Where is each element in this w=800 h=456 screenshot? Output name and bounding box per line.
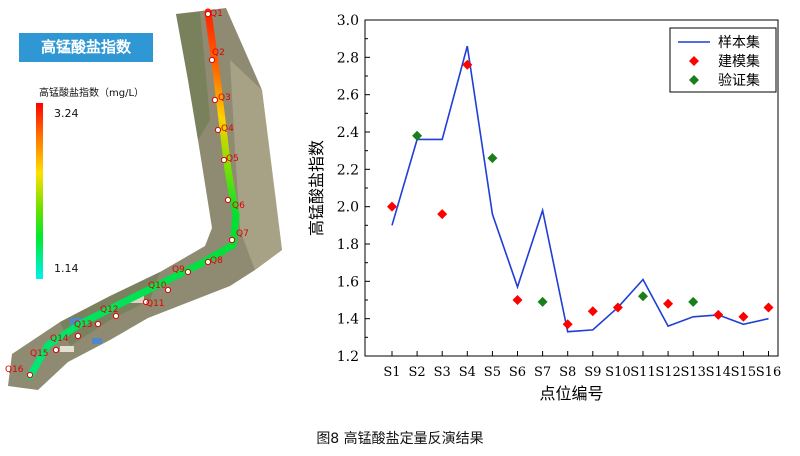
data-point-建模集 bbox=[562, 319, 573, 330]
line-chart: 1.2 1.4 1.6 1.8 2.0 2.2 2.4 2.6 2.8 3.0 S1 S2 S3 S4 S5… bbox=[307, 13, 781, 403]
data-point-建模集 bbox=[512, 295, 523, 305]
map-point-label: Q7 bbox=[236, 229, 249, 239]
x-axis-label: 点位编号 bbox=[539, 384, 603, 403]
map-point-marker bbox=[228, 236, 236, 244]
map-point-label: Q4 bbox=[221, 124, 234, 134]
data-point-验证集 bbox=[688, 296, 699, 307]
map-point-marker bbox=[112, 312, 120, 320]
x-tick-label: S11 bbox=[630, 365, 655, 380]
map-point-marker bbox=[204, 258, 212, 266]
y-axis-label: 高锰酸盐指数 bbox=[307, 140, 326, 236]
map-point-label: Q15 bbox=[30, 349, 49, 359]
legend-box bbox=[669, 27, 777, 93]
map-point-marker bbox=[184, 268, 192, 276]
map-point-marker bbox=[52, 346, 60, 354]
map-point-label: Q6 bbox=[232, 201, 245, 211]
data-point-建模集 bbox=[387, 201, 397, 212]
figure-caption: 图8 高锰酸盐定量反演结果 bbox=[316, 431, 484, 447]
map-point-marker bbox=[204, 10, 212, 18]
y-tick-label: 2.6 bbox=[337, 88, 359, 104]
data-point-验证集 bbox=[638, 291, 648, 302]
map-point-label: Q5 bbox=[226, 154, 239, 164]
legend-label: 建模集 bbox=[718, 53, 760, 70]
x-tick-label: S13 bbox=[680, 365, 705, 380]
data-point-建模集 bbox=[437, 209, 448, 220]
data-point-建模集 bbox=[587, 306, 598, 317]
x-tick-label: S10 bbox=[605, 365, 630, 380]
river-channel bbox=[26, 8, 240, 380]
x-tick-label: S3 bbox=[434, 365, 451, 380]
map-point-label: Q10 bbox=[148, 281, 167, 291]
x-tick-label: S5 bbox=[484, 365, 501, 380]
data-point-建模集 bbox=[713, 309, 724, 320]
y-tick-label: 1.4 bbox=[337, 312, 359, 328]
map-title: 高锰酸盐指数 bbox=[19, 33, 153, 62]
map-point-label: Q16 bbox=[5, 365, 24, 375]
map-point-label: Q12 bbox=[100, 305, 119, 315]
legend-colorbar bbox=[36, 103, 43, 279]
data-point-建模集 bbox=[462, 59, 473, 70]
data-point-建模集 bbox=[663, 298, 674, 309]
map-point-label: Q13 bbox=[74, 320, 93, 330]
x-tick-label: S16 bbox=[756, 365, 781, 380]
map-point-label: Q14 bbox=[50, 334, 69, 344]
data-point-建模集 bbox=[738, 311, 749, 322]
y-tick-label: 3.0 bbox=[337, 13, 359, 29]
map-point-marker bbox=[94, 320, 102, 328]
data-point-建模集 bbox=[763, 302, 774, 313]
y-tick-label: 1.8 bbox=[337, 237, 359, 253]
y-tick-label: 1.2 bbox=[337, 349, 359, 365]
y-tick-label: 2.2 bbox=[337, 162, 359, 178]
data-point-验证集 bbox=[412, 130, 423, 141]
legend-min-value: 1.14 bbox=[54, 262, 79, 275]
map-point-marker bbox=[164, 286, 172, 294]
map-point-label: Q2 bbox=[212, 48, 225, 58]
legend-label: 验证集 bbox=[718, 72, 760, 89]
x-tick-label: S1 bbox=[383, 365, 400, 380]
map-point-marker bbox=[211, 96, 219, 104]
x-tick-label: S6 bbox=[509, 365, 526, 380]
x-tick-label: S9 bbox=[584, 365, 601, 380]
satellite-imagery bbox=[8, 8, 282, 390]
x-tick-label: S2 bbox=[409, 365, 426, 380]
map-point-label: Q8 bbox=[210, 256, 223, 266]
x-tick-label: S8 bbox=[559, 365, 576, 380]
x-tick-label: S12 bbox=[655, 365, 680, 380]
map-point-marker bbox=[74, 332, 82, 340]
map-point-marker bbox=[142, 298, 150, 306]
legend-swatch bbox=[689, 75, 699, 85]
map-panel: Q1 Q2 Q3 Q4 Q5 Q6 Q7 Q8 Q9 Q10 Q11 Q12 Q13 Q14 Q15 Q16 … bbox=[0, 0, 300, 420]
x-tick-label: S7 bbox=[534, 365, 551, 380]
y-tick-label: 2.4 bbox=[337, 125, 359, 141]
x-tick-label: S14 bbox=[706, 365, 731, 380]
map-point-label: Q1 bbox=[210, 9, 223, 19]
x-tick-label: S15 bbox=[731, 365, 756, 380]
map-point-marker bbox=[26, 371, 34, 379]
data-point-建模集 bbox=[612, 302, 623, 313]
map-point-marker bbox=[224, 196, 232, 204]
legend-max-value: 3.24 bbox=[54, 107, 79, 120]
data-point-验证集 bbox=[537, 296, 548, 307]
map-point-label: Q3 bbox=[218, 93, 231, 103]
x-tick-label: S4 bbox=[459, 365, 476, 380]
y-tick-label: 1.6 bbox=[337, 274, 359, 290]
y-tick-label: 2.8 bbox=[337, 50, 359, 66]
legend-label: 样本集 bbox=[718, 34, 760, 51]
map-point-label: Q9 bbox=[172, 265, 185, 275]
map-point-marker bbox=[220, 156, 228, 164]
map-point-label: Q11 bbox=[146, 299, 165, 309]
map-point-marker bbox=[214, 126, 222, 134]
y-tick-label: 2.0 bbox=[337, 200, 359, 216]
legend-swatch bbox=[689, 56, 699, 66]
series-line-样本集 bbox=[391, 45, 769, 333]
map-point-marker bbox=[208, 56, 216, 64]
data-point-验证集 bbox=[487, 153, 498, 164]
legend-title: 高锰酸盐指数（mg/L） bbox=[39, 88, 145, 99]
